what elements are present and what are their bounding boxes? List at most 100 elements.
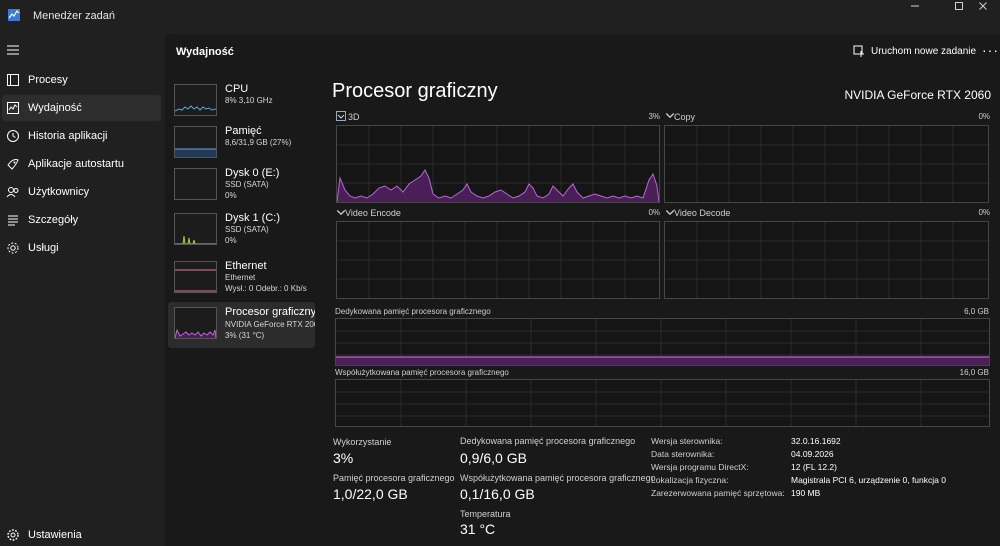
cpu-thumbnail (174, 84, 217, 116)
engine-label-3d: 3D (348, 112, 360, 122)
graph-dedicated-memory (335, 318, 990, 366)
run-new-task-label: Uruchom nowe zadanie (871, 46, 977, 57)
device-name: Procesor graficzny (225, 306, 315, 318)
device-name: CPU (225, 83, 249, 95)
nav-item-label: Aplikacje autostartu (28, 158, 124, 170)
disk-0-thumbnail (174, 168, 217, 200)
usage-label: Wykorzystanie (333, 437, 392, 447)
nav-sidebar: Procesy Wydajność Historia aplikacji Apl… (0, 34, 165, 546)
nav-item-label: Usługi (28, 242, 59, 254)
ethernet-sparkline (175, 269, 216, 292)
device-name: Dysk 0 (E:) (225, 167, 280, 179)
chevron-down-icon[interactable] (336, 208, 346, 218)
engine-label-copy: Copy (674, 112, 696, 122)
engine-value-video-decode: 0% (978, 208, 990, 217)
chevron-down-icon[interactable] (665, 208, 675, 218)
title-bar: Menedżer zadań (0, 0, 1000, 34)
graph-video-encode-plot (337, 222, 659, 298)
graph-video-decode (664, 221, 989, 299)
device-name: Ethernet (225, 260, 267, 272)
ethernet-thumbnail (174, 261, 217, 293)
device-throughput: Wysł.: 0 Odebr.: 0 Kb/s (225, 284, 307, 293)
graph-copy-plot (665, 126, 988, 202)
device-item-cpu[interactable]: CPU 8% 3,10 GHz (168, 81, 315, 127)
engine-value-3d: 3% (648, 112, 660, 121)
nav-item-app-history[interactable]: Historia aplikacji (2, 123, 161, 149)
driver-version-value: 32.0.16.1692 (791, 436, 841, 446)
reserved-memory-label: Zarezerwowana pamięć sprzętowa: (651, 488, 785, 498)
details-icon (8, 215, 18, 226)
nav-item-performance[interactable]: Wydajność (2, 95, 161, 121)
device-item-gpu[interactable]: Procesor graficzny NVIDIA GeForce RTX 20… (168, 302, 315, 348)
device-item-memory[interactable]: Pamięć 8,6/31,9 GB (27%) (168, 123, 315, 169)
device-item-disk-1[interactable]: Dysk 1 (C:) SSD (SATA) 0% (168, 210, 315, 256)
shared-memory-label: Współużytkowana pamięć procesora graficz… (335, 368, 509, 377)
nav-item-label: Użytkownicy (28, 186, 90, 198)
close-icon (979, 2, 987, 10)
dedicated-memory-stat-value: 0,9/6,0 GB (460, 450, 527, 466)
device-usage: 0% (225, 191, 237, 200)
driver-date-label: Data sterownika: (651, 449, 715, 459)
settings-label: Ustawienia (28, 529, 82, 541)
engine-label-video-encode: Video Encode (345, 208, 401, 218)
device-detail: SSD (SATA) (225, 180, 269, 189)
new-task-icon (853, 45, 864, 57)
dedicated-memory-max: 6,0 GB (964, 307, 989, 316)
minimize-icon (911, 5, 919, 7)
gear-icon (7, 529, 19, 541)
dedicated-memory-label: Dedykowana pamięć procesora graficznego (335, 307, 491, 316)
users-icon (6, 187, 19, 198)
graph-video-encode (336, 221, 660, 299)
graph-dedicated-memory-plot (336, 319, 989, 365)
directx-version-value: 12 (FL 12.2) (791, 462, 837, 472)
engine-value-copy: 0% (978, 112, 990, 121)
driver-date-value: 04.09.2026 (791, 449, 834, 459)
gpu-memory-label: Pamięć procesora graficznego (333, 473, 455, 483)
maximize-icon (955, 2, 963, 10)
maximize-button[interactable] (942, 0, 976, 16)
nav-item-label: Szczegóły (28, 214, 79, 226)
shared-memory-max: 16,0 GB (959, 368, 989, 377)
cpu-sparkline (174, 105, 217, 112)
graph-video-decode-plot (665, 222, 988, 298)
close-button[interactable] (966, 0, 1000, 16)
shared-memory-stat-label: Współużytkowana pamięć procesora graficz… (460, 473, 656, 483)
usage-value: 3% (333, 450, 354, 466)
nav-item-processes[interactable]: Procesy (2, 67, 161, 93)
device-detail: SSD (SATA) (225, 225, 269, 234)
nav-item-settings[interactable]: Ustawienia (2, 522, 161, 546)
startup-apps-icon (7, 159, 19, 170)
physical-location-value: Magistrala PCI 6, urządzenie 0, funkcja … (791, 475, 946, 485)
gpu-sparkline (174, 328, 217, 339)
processes-icon (7, 74, 19, 86)
window-title: Menedżer zadań (33, 10, 115, 22)
engine-dropdown-3d[interactable] (336, 111, 346, 121)
driver-version-label: Wersja sterownika: (651, 436, 723, 446)
reserved-memory-value: 190 MB (791, 488, 821, 498)
device-detail: 8,6/31,9 GB (27%) (225, 138, 292, 147)
device-usage: 3% (31 °C) (225, 331, 265, 340)
nav-item-users[interactable]: Użytkownicy (2, 179, 161, 205)
page-title: Wydajność (176, 46, 234, 58)
device-item-disk-0[interactable]: Dysk 0 (E:) SSD (SATA) 0% (168, 165, 315, 211)
gpu-thumbnail (174, 307, 217, 339)
nav-item-details[interactable]: Szczegóły (2, 207, 161, 233)
gpu-title: Procesor graficzny (332, 80, 498, 102)
graph-3d (336, 125, 660, 203)
minimize-button[interactable] (898, 0, 932, 16)
graph-shared-memory (335, 379, 990, 427)
device-item-ethernet[interactable]: Ethernet Ethernet Wysł.: 0 Odebr.: 0 Kb/… (168, 258, 315, 304)
hamburger-menu-icon[interactable] (6, 44, 20, 56)
more-options-button[interactable]: ··· (982, 42, 999, 58)
device-detail: 8% 3,10 GHz (225, 96, 273, 105)
nav-item-services[interactable]: Usługi (2, 235, 161, 261)
physical-location-label: Lokalizacja fizyczna: (651, 475, 729, 485)
disk-1-sparkline (175, 235, 216, 245)
services-icon (7, 242, 19, 254)
temperature-label: Temperatura (460, 509, 511, 519)
nav-item-startup-apps[interactable]: Aplikacje autostartu (2, 151, 161, 177)
task-manager-icon (8, 9, 20, 21)
nav-item-label: Wydajność (28, 102, 82, 114)
chevron-down-icon[interactable] (665, 111, 675, 121)
nav-item-label: Historia aplikacji (28, 130, 108, 142)
